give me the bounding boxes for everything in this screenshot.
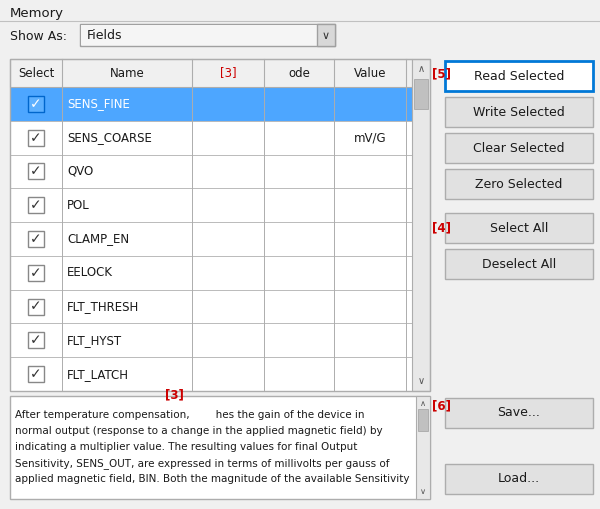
- Text: Show As:: Show As:: [10, 30, 67, 42]
- FancyBboxPatch shape: [10, 155, 412, 188]
- FancyBboxPatch shape: [10, 121, 412, 155]
- FancyBboxPatch shape: [10, 222, 412, 256]
- Text: indicating a multiplier value. The resulting values for final Output: indicating a multiplier value. The resul…: [15, 442, 358, 452]
- Text: applied magnetic field, BIN. Both the magnitude of the available Sensitivity: applied magnetic field, BIN. Both the ma…: [15, 474, 409, 484]
- FancyBboxPatch shape: [317, 24, 335, 46]
- FancyBboxPatch shape: [10, 59, 412, 87]
- Text: CLAMP_EN: CLAMP_EN: [67, 233, 129, 245]
- Text: Load...: Load...: [498, 472, 540, 486]
- Text: Write Selected: Write Selected: [473, 105, 565, 119]
- Text: ✓: ✓: [30, 198, 42, 212]
- Text: FLT_HYST: FLT_HYST: [67, 334, 122, 347]
- FancyBboxPatch shape: [28, 265, 44, 281]
- Text: SENS_COARSE: SENS_COARSE: [67, 131, 152, 144]
- Text: QVO: QVO: [67, 165, 93, 178]
- FancyBboxPatch shape: [28, 299, 44, 315]
- Text: ✓: ✓: [30, 164, 42, 179]
- Text: Name: Name: [110, 67, 145, 79]
- Text: Fields: Fields: [87, 29, 122, 42]
- Text: Read Selected: Read Selected: [474, 70, 564, 82]
- FancyBboxPatch shape: [445, 464, 593, 494]
- Text: Memory: Memory: [10, 7, 64, 19]
- Text: Select: Select: [18, 67, 54, 79]
- FancyBboxPatch shape: [445, 213, 593, 243]
- Text: ode: ode: [288, 67, 310, 79]
- Text: ∧: ∧: [418, 64, 425, 74]
- FancyBboxPatch shape: [28, 332, 44, 348]
- Text: normal output (response to a change in the applied magnetic field) by: normal output (response to a change in t…: [15, 426, 383, 436]
- FancyBboxPatch shape: [412, 59, 430, 391]
- FancyBboxPatch shape: [81, 25, 318, 45]
- Text: POL: POL: [67, 199, 90, 212]
- FancyBboxPatch shape: [10, 396, 430, 499]
- FancyBboxPatch shape: [10, 256, 412, 290]
- FancyBboxPatch shape: [445, 61, 593, 91]
- Text: FLT_THRESH: FLT_THRESH: [67, 300, 139, 313]
- FancyBboxPatch shape: [10, 357, 412, 391]
- Text: FLT_LATCH: FLT_LATCH: [67, 367, 129, 381]
- FancyBboxPatch shape: [416, 396, 430, 499]
- Text: Select All: Select All: [490, 221, 548, 235]
- Text: ✓: ✓: [30, 333, 42, 347]
- Text: Sensitivity, SENS_OUT, are expressed in terms of millivolts per gauss of: Sensitivity, SENS_OUT, are expressed in …: [15, 458, 389, 469]
- FancyBboxPatch shape: [414, 79, 428, 109]
- FancyBboxPatch shape: [445, 398, 593, 428]
- FancyBboxPatch shape: [445, 249, 593, 279]
- FancyBboxPatch shape: [445, 97, 593, 127]
- Text: Deselect All: Deselect All: [482, 258, 556, 270]
- Text: ✓: ✓: [30, 266, 42, 280]
- FancyBboxPatch shape: [28, 96, 44, 112]
- Text: mV/G: mV/G: [353, 131, 386, 144]
- Text: ∧: ∧: [420, 400, 426, 409]
- Text: Zero Selected: Zero Selected: [475, 178, 563, 190]
- FancyBboxPatch shape: [28, 197, 44, 213]
- Text: ✓: ✓: [30, 131, 42, 145]
- Text: [6]: [6]: [432, 400, 451, 412]
- FancyBboxPatch shape: [445, 169, 593, 199]
- FancyBboxPatch shape: [445, 133, 593, 163]
- Text: Clear Selected: Clear Selected: [473, 142, 565, 155]
- FancyBboxPatch shape: [28, 231, 44, 247]
- Text: ✓: ✓: [30, 300, 42, 314]
- FancyBboxPatch shape: [28, 130, 44, 146]
- Text: Save...: Save...: [497, 407, 541, 419]
- Text: [5]: [5]: [432, 68, 451, 80]
- Text: After temperature compensation,        hes the gain of the device in: After temperature compensation, hes the …: [15, 410, 365, 420]
- Text: Value: Value: [354, 67, 386, 79]
- Text: ∨: ∨: [322, 31, 330, 41]
- Text: ∨: ∨: [418, 376, 425, 386]
- FancyBboxPatch shape: [10, 323, 412, 357]
- Text: [4]: [4]: [432, 221, 451, 235]
- Text: [3]: [3]: [165, 388, 184, 402]
- FancyBboxPatch shape: [28, 163, 44, 180]
- Text: [3]: [3]: [220, 67, 236, 79]
- Text: SENS_FINE: SENS_FINE: [67, 97, 130, 110]
- FancyBboxPatch shape: [10, 87, 412, 121]
- FancyBboxPatch shape: [418, 409, 428, 431]
- Text: ✓: ✓: [30, 97, 42, 111]
- Text: ∨: ∨: [420, 487, 426, 495]
- Text: ✓: ✓: [30, 232, 42, 246]
- FancyBboxPatch shape: [28, 366, 44, 382]
- FancyBboxPatch shape: [10, 188, 412, 222]
- Text: EELOCK: EELOCK: [67, 266, 113, 279]
- FancyBboxPatch shape: [10, 290, 412, 323]
- Text: ✓: ✓: [30, 367, 42, 381]
- FancyBboxPatch shape: [80, 24, 335, 46]
